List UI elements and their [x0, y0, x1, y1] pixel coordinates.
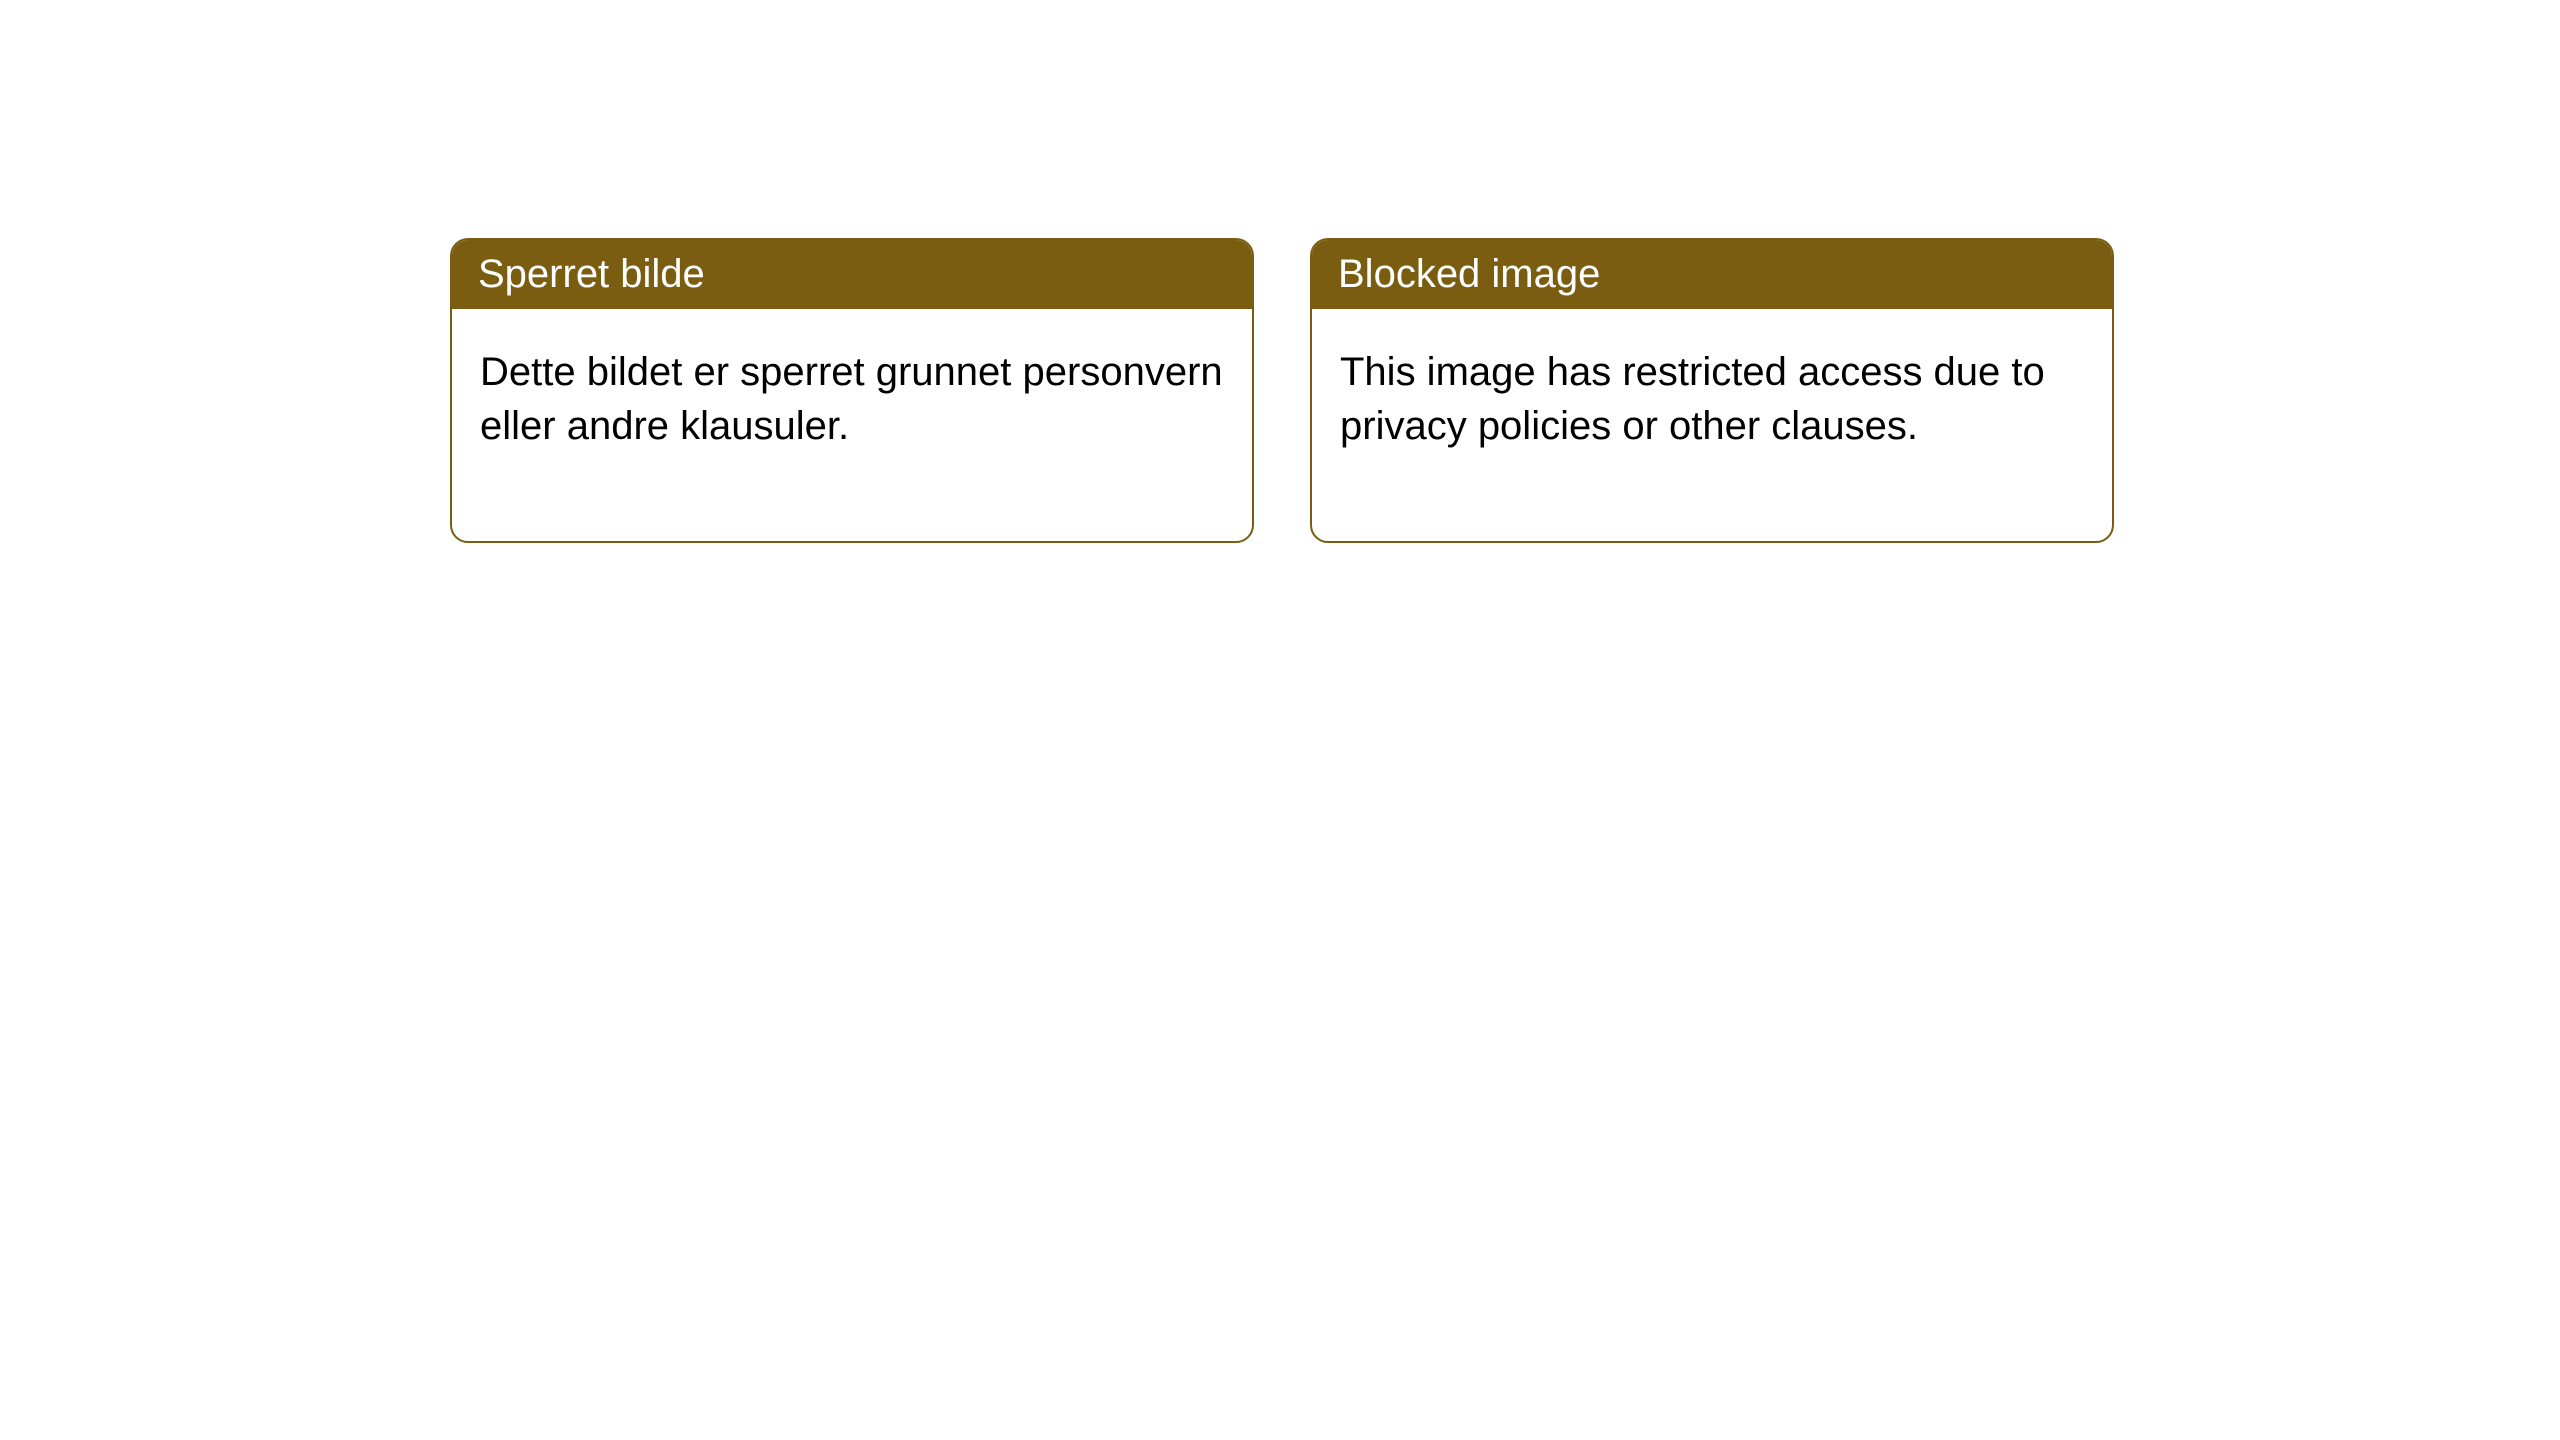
- notice-body-norwegian: Dette bildet er sperret grunnet personve…: [452, 309, 1252, 541]
- notice-title-english: Blocked image: [1338, 252, 1600, 296]
- notice-header-norwegian: Sperret bilde: [452, 240, 1252, 309]
- notice-header-english: Blocked image: [1312, 240, 2112, 309]
- notice-title-norwegian: Sperret bilde: [478, 252, 705, 296]
- notice-card-english: Blocked image This image has restricted …: [1310, 238, 2114, 543]
- notice-container: Sperret bilde Dette bildet er sperret gr…: [450, 238, 2114, 543]
- notice-body-english: This image has restricted access due to …: [1312, 309, 2112, 541]
- notice-text-norwegian: Dette bildet er sperret grunnet personve…: [480, 350, 1223, 448]
- notice-card-norwegian: Sperret bilde Dette bildet er sperret gr…: [450, 238, 1254, 543]
- notice-text-english: This image has restricted access due to …: [1340, 350, 2045, 448]
